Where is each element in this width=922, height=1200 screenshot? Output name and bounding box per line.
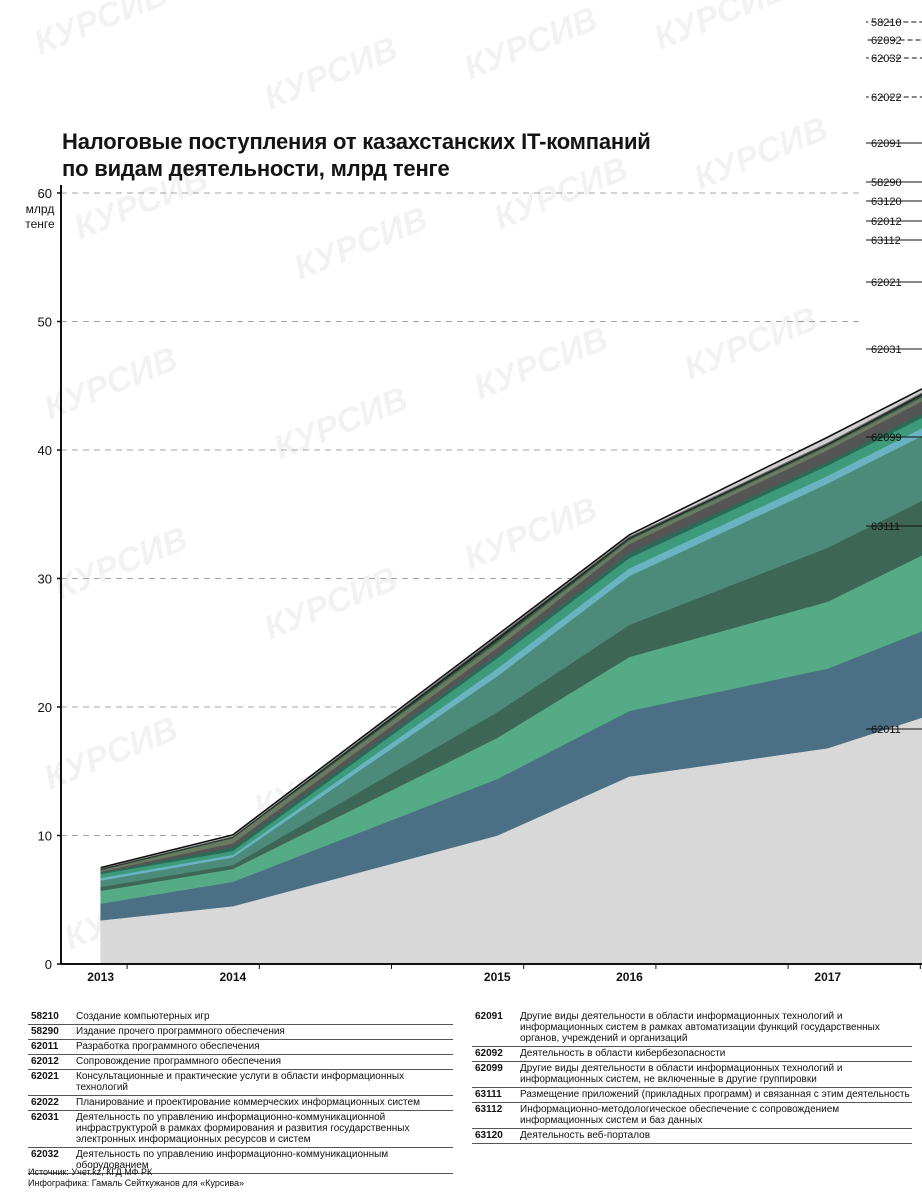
x-tick-label: 2017 [814, 970, 841, 984]
series-label-62091: 62091 [871, 138, 902, 150]
y-axis-unit-label: тенге [25, 217, 55, 231]
y-tick-label: 10 [38, 829, 52, 844]
legend-row: 62011 Разработка программного обеспечения [28, 1040, 453, 1055]
y-tick-label: 0 [45, 957, 52, 972]
legend-description: Другие виды деятельности в области инфор… [520, 1063, 843, 1085]
legend-row: 62032 Деятельность по управлению информац… [28, 1148, 453, 1174]
legend-left-column: 58210 Создание компьютерных игр 58290 Издан… [28, 1010, 453, 1174]
legend-code: 62092 [475, 1048, 503, 1059]
stacked-areas [100, 388, 922, 965]
series-label-62022: 62022 [871, 92, 902, 104]
legend-row: 62091 Другие виды деятельности в области … [472, 1010, 912, 1047]
credit-note: Инфографика: Гамаль Сейткужанов для «Кур… [28, 1178, 245, 1188]
x-tick-label: 2015 [484, 970, 511, 984]
y-axis-unit-label: млрд [26, 202, 55, 216]
legend-code: 58290 [31, 1026, 59, 1037]
series-label-63120: 63120 [871, 196, 902, 208]
series-label-62011: 62011 [871, 724, 901, 736]
legend-description: Деятельность по управлению информационно… [76, 1112, 410, 1145]
watermark-text: КУРСИВ [49, 520, 193, 608]
legend-row: 58210 Создание компьютерных игр [28, 1010, 453, 1025]
footer: Источник: Учет.kz, КГД МФ РК Инфографика… [28, 1167, 244, 1189]
y-tick-label: 50 [38, 315, 52, 330]
legend-row: 63111 Размещение приложений (прикладных п… [472, 1088, 912, 1103]
legend-code: 62031 [31, 1112, 59, 1123]
series-label-58210: 58210 [871, 17, 902, 29]
legend-code: 58210 [31, 1011, 59, 1022]
y-tick-label: 30 [38, 572, 52, 587]
legend-code: 62021 [31, 1071, 59, 1082]
area-chart: КУРСИВ КУРСИВ КУРСИВ КУРСИВ КУРСИВ КУРСИВ КУРС… [25, 0, 922, 984]
series-label-62099: 62099 [871, 432, 902, 444]
legend-description: Деятельность в области кибербезопасности [520, 1048, 726, 1059]
chart-title: Налоговые поступления от казахстанских I… [62, 128, 762, 182]
watermark-text: КУРСИВ [649, 0, 793, 57]
y-tick-label: 20 [38, 700, 52, 715]
legend-description: Деятельность веб-порталов [520, 1130, 651, 1141]
y-tick-label: 40 [38, 443, 52, 458]
watermark-text: КУРСИВ [679, 300, 823, 388]
total-outline [100, 388, 922, 869]
legend-row: 63112 Информационно-методологическое обес… [472, 1103, 912, 1129]
legend-description: Создание компьютерных игр [76, 1011, 210, 1022]
legend-code: 62011 [31, 1041, 59, 1052]
watermark-text: КУРСИВ [469, 320, 613, 408]
legend-code: 63111 [475, 1089, 502, 1100]
series-label-62012: 62012 [871, 216, 902, 228]
legend-description: Деятельность по управлению информационно… [76, 1149, 389, 1171]
label-leader [866, 21, 922, 23]
watermark-text: КУРСИВ [29, 0, 173, 62]
legend-description: Разработка программного обеспечения [76, 1041, 260, 1052]
legend-description: Информационно-методологическое обеспечен… [520, 1104, 840, 1126]
series-label-62092: 62092 [871, 35, 902, 47]
watermark-text: КУРСИВ [259, 560, 403, 648]
legend-row: 62012 Сопровождение программного обеспече… [28, 1055, 453, 1070]
watermark-text: КУРСИВ [269, 380, 413, 468]
legend-code: 62091 [475, 1011, 503, 1022]
series-label-62021: 62021 [871, 277, 902, 289]
series-label-63112: 63112 [871, 235, 901, 247]
legend-code: 63112 [475, 1104, 503, 1115]
legend-row: 62021 Консультационные и практические усл… [28, 1070, 453, 1096]
y-tick-label: 60 [38, 186, 52, 201]
legend-description: Размещение приложений (прикладных програ… [520, 1089, 910, 1100]
legend-row: 58290 Издание прочего программного обеспе… [28, 1025, 453, 1040]
legend-code: 62099 [475, 1063, 503, 1074]
series-labels: 62011 63111 62099 62031 62021 63112 62012 63120… [866, 17, 922, 736]
legend-description: Планирование и проектирование коммерческ… [76, 1097, 420, 1108]
watermark-text: КУРСИВ [459, 0, 603, 87]
legend-row: 62099 Другие виды деятельности в области … [472, 1062, 912, 1088]
x-tick-label: 2016 [616, 970, 643, 984]
watermark-text: КУРСИВ [289, 200, 433, 288]
legend-code: 63120 [475, 1130, 503, 1141]
legend-row: 63120 Деятельность веб-порталов [472, 1129, 912, 1144]
label-leader [866, 96, 922, 98]
legend-row: 62031 Деятельность по управлению информац… [28, 1111, 453, 1148]
source-note: Источник: Учет.kz, КГД МФ РК [28, 1167, 153, 1177]
legend-row: 62092 Деятельность в области кибербезопас… [472, 1047, 912, 1062]
legend-description: Издание прочего программного обеспечения [76, 1026, 285, 1037]
chart-title-line2: по видам деятельности, млрд тенге [62, 156, 450, 181]
series-label-63111: 63111 [871, 521, 900, 533]
legend-description: Консультационные и практические услуги в… [76, 1071, 405, 1093]
series-label-62031: 62031 [871, 344, 902, 356]
legend-row: 62022 Планирование и проектирование комме… [28, 1096, 453, 1111]
series-label-62032: 62032 [871, 53, 902, 65]
legend-code: 62032 [31, 1149, 59, 1160]
x-tick-label: 2013 [87, 970, 114, 984]
chart-title-line1: Налоговые поступления от казахстанских I… [62, 129, 651, 154]
series-label-58290: 58290 [871, 177, 902, 189]
legend-right-column: 62091 Другие виды деятельности в области … [472, 1010, 912, 1144]
legend-code: 62022 [31, 1097, 59, 1108]
watermark-text: КУРСИВ [259, 30, 403, 118]
x-tick-label: 2014 [220, 970, 247, 984]
legend-description: Другие виды деятельности в области инфор… [520, 1011, 880, 1044]
legend-code: 62012 [31, 1056, 59, 1067]
legend-description: Сопровождение программного обеспечения [76, 1056, 282, 1067]
watermark-text: КУРСИВ [459, 490, 603, 578]
